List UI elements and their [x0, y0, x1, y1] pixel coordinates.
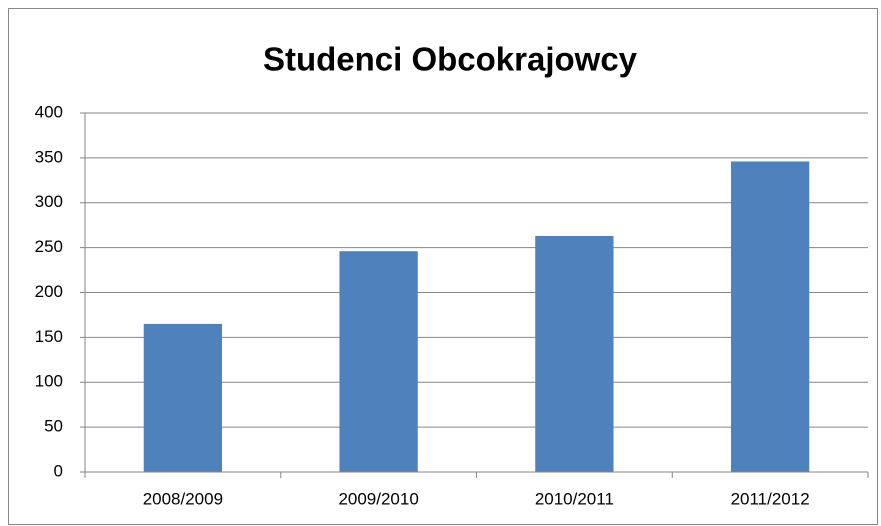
y-tick-label: 50 [44, 417, 63, 436]
y-tick-label: 250 [35, 237, 63, 256]
y-tick-label: 100 [35, 372, 63, 391]
y-tick-label: 300 [35, 192, 63, 211]
chart-title: Studenci Obcokrajowcy [263, 41, 638, 78]
bar [730, 161, 810, 472]
x-tick-label: 2011/2012 [731, 489, 810, 508]
bar [535, 235, 614, 472]
y-tick-label: 0 [54, 461, 63, 480]
y-tick-label: 200 [35, 282, 63, 301]
y-tick-label: 400 [35, 102, 63, 121]
x-tick-label: 2010/2011 [535, 489, 614, 508]
y-tick-label: 350 [35, 147, 63, 166]
y-tick-label: 150 [35, 327, 63, 346]
bar [339, 251, 418, 472]
x-tick-label: 2009/2010 [338, 489, 418, 508]
x-tick-label: 2008/2009 [143, 489, 223, 508]
bar [143, 323, 223, 472]
